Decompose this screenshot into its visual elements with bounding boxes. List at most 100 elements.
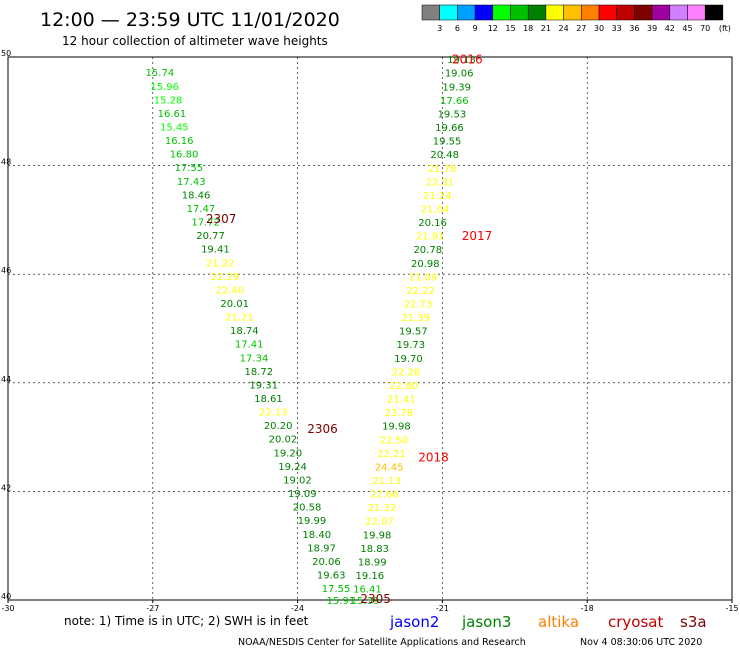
satellite-legend-cryosat: cryosat [608, 613, 663, 631]
colorbar-label: 45 [682, 24, 692, 33]
wave-height-value: 15.45 [160, 123, 189, 134]
wave-height-values: 15.74 15.96 15.28 16.61 15.45 16.16 16.80 17.55… [146, 55, 476, 607]
wave-height-value: 19.39 [442, 82, 471, 93]
wave-height-value: 21.24 [423, 191, 452, 202]
colorbar-label: 36 [629, 24, 639, 33]
lat-tick-label: 50 [1, 49, 11, 58]
wave-height-value: 17.66 [440, 96, 469, 107]
lat-tick-label: 46 [1, 266, 11, 275]
colorbar-swatch [563, 4, 582, 21]
wave-height-value: 22.22 [406, 286, 435, 297]
colorbar-swatch [598, 4, 617, 21]
wave-height-value: 20.01 [220, 299, 249, 310]
colorbar-label: 21 [541, 24, 551, 33]
lon-tick-label: -18 [581, 604, 594, 613]
colorbar-label: 12 [488, 24, 498, 33]
wave-height-value: 17.55 [175, 163, 204, 174]
colorbar-label: 9 [473, 24, 478, 33]
colorbar-swatch [669, 4, 688, 21]
wave-height-value: 20.98 [411, 259, 440, 270]
wave-height-value: 15.39 [351, 596, 380, 607]
wave-height-value: 22.21 [377, 449, 406, 460]
wave-height-value: 19.06 [445, 69, 474, 80]
wave-height-value: 19.99 [298, 516, 327, 527]
wave-height-value: 19.02 [283, 475, 312, 486]
map-subtitle: 12 hour collection of altimeter wave hei… [62, 34, 328, 48]
satellite-legend-jason3: jason3 [461, 613, 511, 631]
colorbar-swatch [492, 4, 511, 21]
colorbar-label: 42 [665, 24, 675, 33]
wave-height-value: 19.09 [288, 489, 317, 500]
wave-height-value: 22.80 [389, 381, 418, 392]
colorbar-swatch [439, 4, 458, 21]
wave-height-value: 19.70 [394, 354, 423, 365]
wave-height-value: 18.61 [254, 394, 283, 405]
footer-timestamp: Nov 4 08:30:06 UTC 2020 [580, 637, 702, 648]
wave-height-value: 22.66 [370, 490, 399, 501]
wave-height-value: 22.73 [404, 300, 433, 311]
wave-height-value: 19.53 [438, 109, 467, 120]
colorbar-legend: 3 6 9 12 15 18 21 24 27 30 33 36 39 42 45 70 (ft) [421, 4, 731, 33]
wave-height-value: 15.74 [146, 68, 175, 79]
wave-height-value: 17.55 [322, 584, 351, 595]
colorbar-swatch [545, 4, 564, 21]
colorbar-swatch [457, 4, 476, 21]
satellite-legend-s3a: s3a [680, 613, 707, 631]
axis-tick-labels: -30 -27 -24 -21 -18 -15 40 42 44 46 48 50 [1, 49, 739, 613]
wave-height-value: 19.20 [273, 448, 302, 459]
colorbar-swatch [510, 4, 529, 21]
colorbar-label: 18 [523, 24, 533, 33]
lat-tick-label: 40 [1, 592, 11, 601]
wave-height-value: 21.91 [416, 232, 445, 243]
lat-lon-grid [7, 57, 733, 603]
lat-tick-label: 44 [1, 375, 11, 384]
wave-height-value: 17.43 [177, 177, 206, 188]
colorbar-label: 70 [700, 24, 710, 33]
colorbar-swatch [421, 4, 440, 21]
wave-height-value: 16.61 [158, 109, 187, 120]
wave-height-value: 23.78 [384, 408, 413, 419]
wave-height-value: 19.63 [317, 570, 346, 581]
colorbar-swatch [704, 4, 724, 21]
wave-height-value: 20.06 [312, 557, 341, 568]
wave-height-value: 18.99 [358, 557, 387, 568]
colorbar-label: 24 [559, 24, 569, 33]
colorbar-swatch [581, 4, 600, 21]
wave-height-value: 18.46 [182, 190, 211, 201]
wave-height-value: 22.50 [380, 435, 409, 446]
wave-height-value: 19.24 [278, 462, 307, 473]
pass-number-label: 2018 [418, 451, 449, 465]
wave-height-value: 20.02 [269, 435, 298, 446]
map-title: 12:00 — 23:59 UTC 11/01/2020 [40, 9, 340, 31]
wave-height-value: 18.40 [302, 530, 331, 541]
colorbar-swatch [634, 4, 653, 21]
wave-height-value: 22.40 [216, 285, 245, 296]
colorbar-label: 39 [647, 24, 657, 33]
wave-height-value: 16.16 [165, 136, 194, 147]
lon-tick-label: -21 [436, 604, 449, 613]
wave-height-value: 20.16 [418, 218, 447, 229]
pass-labels: 2016 2307 2017 2306 2018 2305 [206, 53, 492, 606]
colorbar-swatch [616, 4, 635, 21]
wave-height-value: 18.97 [307, 543, 336, 554]
wave-height-value: 19.55 [433, 137, 462, 148]
wave-height-value: 19.41 [201, 245, 230, 256]
wave-height-value: 21.41 [387, 395, 416, 406]
wave-height-value: 17.47 [187, 204, 216, 215]
colorbar-label: 33 [612, 24, 622, 33]
lon-tick-label: -24 [291, 604, 304, 613]
wave-height-value: 24.45 [375, 462, 404, 473]
legend-note: note: 1) Time is in UTC; 2) SWH is in fe… [64, 614, 309, 628]
lat-tick-label: 48 [1, 158, 11, 167]
wave-height-value: 18.72 [245, 367, 274, 378]
wave-height-value: 19.66 [435, 123, 464, 134]
wave-height-value: 19.31 [249, 380, 278, 391]
wave-height-value: 15.28 [154, 95, 183, 106]
wave-height-value: 15.96 [150, 82, 179, 93]
satellite-legend: jason2 jason3 altika cryosat s3a [389, 613, 707, 631]
satellite-legend-jason2: jason2 [389, 613, 439, 631]
wave-height-value: 21.32 [368, 503, 397, 514]
wave-height-value: 19.13 [447, 55, 476, 66]
wave-height-value: 20.48 [430, 150, 459, 161]
wave-height-value: 22.31 [426, 177, 455, 188]
